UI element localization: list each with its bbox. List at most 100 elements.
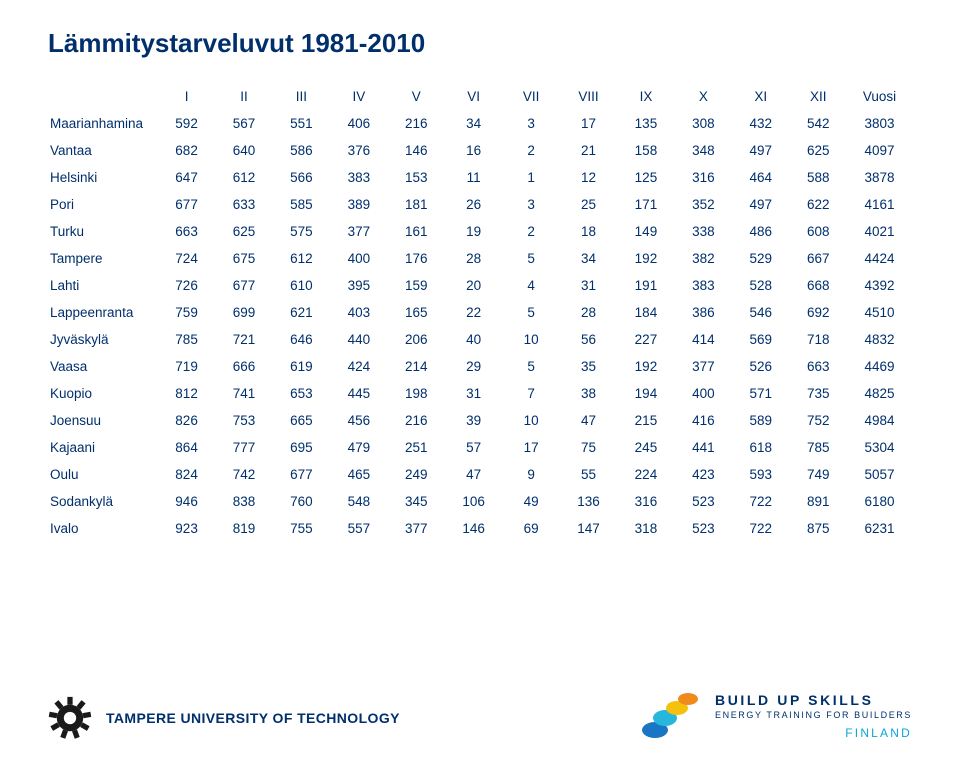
value-cell: 585	[273, 191, 330, 218]
bus-subtitle: ENERGY TRAINING FOR BUILDERS	[715, 710, 912, 720]
value-cell: 735	[790, 380, 847, 407]
value-cell: 567	[215, 110, 272, 137]
value-cell: 176	[388, 245, 445, 272]
value-cell: 785	[790, 434, 847, 461]
table-row: Maarianhamina592567551406216343171353084…	[48, 110, 912, 137]
value-cell: 640	[215, 137, 272, 164]
col-III: III	[273, 83, 330, 110]
value-cell: 21	[560, 137, 617, 164]
value-cell: 316	[617, 488, 674, 515]
value-cell: 35	[560, 353, 617, 380]
table-row: Kuopio8127416534451983173819440057173548…	[48, 380, 912, 407]
value-cell: 668	[790, 272, 847, 299]
footer: TAMPERE UNIVERSITY OF TECHNOLOGY BUILD U…	[0, 670, 960, 740]
value-cell: 523	[675, 515, 732, 542]
city-cell: Lappeenranta	[48, 299, 158, 326]
value-cell: 464	[732, 164, 789, 191]
value-cell: 566	[273, 164, 330, 191]
value-cell: 682	[158, 137, 215, 164]
value-cell: 5	[502, 353, 559, 380]
value-cell: 785	[158, 326, 215, 353]
value-cell: 718	[790, 326, 847, 353]
value-cell: 4021	[847, 218, 912, 245]
value-cell: 548	[330, 488, 387, 515]
value-cell: 465	[330, 461, 387, 488]
city-cell: Kajaani	[48, 434, 158, 461]
value-cell: 55	[560, 461, 617, 488]
value-cell: 69	[502, 515, 559, 542]
value-cell: 824	[158, 461, 215, 488]
value-cell: 125	[617, 164, 674, 191]
value-cell: 1	[502, 164, 559, 191]
value-cell: 760	[273, 488, 330, 515]
value-cell: 159	[388, 272, 445, 299]
col-X: X	[675, 83, 732, 110]
value-cell: 39	[445, 407, 502, 434]
col-V: V	[388, 83, 445, 110]
value-cell: 612	[273, 245, 330, 272]
city-cell: Jyväskylä	[48, 326, 158, 353]
table-row: Vantaa6826405863761461622115834849762540…	[48, 137, 912, 164]
table-header-row: IIIIIIIVVVIVIIVIIIIXXXIXIIVuosi	[48, 83, 912, 110]
city-cell: Lahti	[48, 272, 158, 299]
value-cell: 345	[388, 488, 445, 515]
value-cell: 192	[617, 245, 674, 272]
value-cell: 403	[330, 299, 387, 326]
value-cell: 486	[732, 218, 789, 245]
value-cell: 753	[215, 407, 272, 434]
table-row: Helsinki64761256638315311112125316464588…	[48, 164, 912, 191]
value-cell: 386	[675, 299, 732, 326]
city-cell: Vantaa	[48, 137, 158, 164]
value-cell: 663	[158, 218, 215, 245]
col-VI: VI	[445, 83, 502, 110]
value-cell: 338	[675, 218, 732, 245]
value-cell: 571	[732, 380, 789, 407]
value-cell: 497	[732, 137, 789, 164]
value-cell: 215	[617, 407, 674, 434]
value-cell: 677	[215, 272, 272, 299]
value-cell: 2	[502, 218, 559, 245]
value-cell: 194	[617, 380, 674, 407]
value-cell: 589	[732, 407, 789, 434]
city-cell: Helsinki	[48, 164, 158, 191]
col-XII: XII	[790, 83, 847, 110]
value-cell: 646	[273, 326, 330, 353]
value-cell: 675	[215, 245, 272, 272]
value-cell: 308	[675, 110, 732, 137]
value-cell: 946	[158, 488, 215, 515]
value-cell: 4825	[847, 380, 912, 407]
value-cell: 742	[215, 461, 272, 488]
value-cell: 759	[158, 299, 215, 326]
value-cell: 34	[560, 245, 617, 272]
value-cell: 3878	[847, 164, 912, 191]
value-cell: 838	[215, 488, 272, 515]
value-cell: 49	[502, 488, 559, 515]
value-cell: 528	[732, 272, 789, 299]
value-cell: 214	[388, 353, 445, 380]
value-cell: 653	[273, 380, 330, 407]
value-cell: 692	[790, 299, 847, 326]
table-row: Vaasa71966661942421429535192377526663446…	[48, 353, 912, 380]
value-cell: 4510	[847, 299, 912, 326]
value-cell: 608	[790, 218, 847, 245]
col-I: I	[158, 83, 215, 110]
value-cell: 441	[675, 434, 732, 461]
bus-title: BUILD UP SKILLS	[715, 692, 912, 708]
value-cell: 147	[560, 515, 617, 542]
city-cell: Tampere	[48, 245, 158, 272]
value-cell: 6231	[847, 515, 912, 542]
value-cell: 424	[330, 353, 387, 380]
value-cell: 3	[502, 191, 559, 218]
value-cell: 625	[790, 137, 847, 164]
value-cell: 699	[215, 299, 272, 326]
value-cell: 19	[445, 218, 502, 245]
value-cell: 153	[388, 164, 445, 191]
value-cell: 529	[732, 245, 789, 272]
value-cell: 612	[215, 164, 272, 191]
value-cell: 29	[445, 353, 502, 380]
value-cell: 593	[732, 461, 789, 488]
value-cell: 677	[273, 461, 330, 488]
value-cell: 158	[617, 137, 674, 164]
city-cell: Kuopio	[48, 380, 158, 407]
value-cell: 721	[215, 326, 272, 353]
